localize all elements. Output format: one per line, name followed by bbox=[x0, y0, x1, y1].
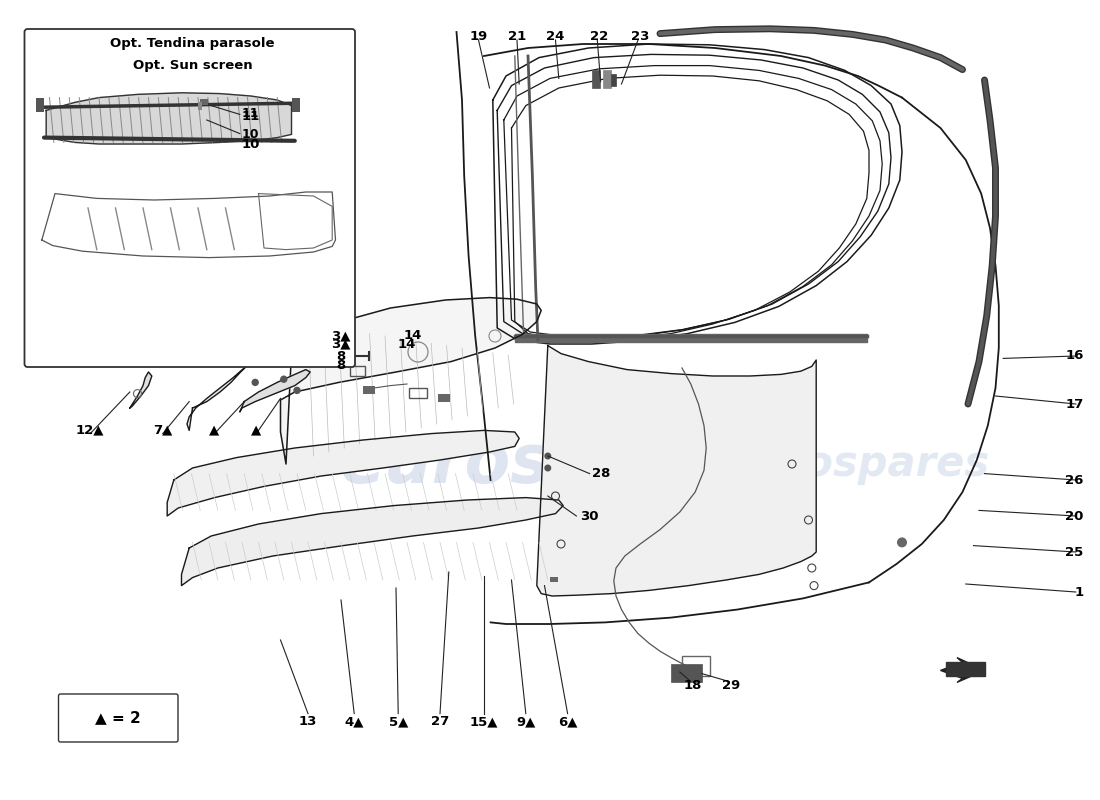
FancyBboxPatch shape bbox=[24, 29, 355, 367]
Text: 21: 21 bbox=[508, 30, 526, 42]
Text: 23: 23 bbox=[631, 30, 649, 42]
Text: 8: 8 bbox=[337, 350, 345, 363]
Circle shape bbox=[294, 387, 300, 394]
Text: 16: 16 bbox=[1065, 350, 1084, 362]
Text: 1: 1 bbox=[1075, 586, 1084, 598]
Text: ▲: ▲ bbox=[251, 423, 262, 436]
Circle shape bbox=[252, 379, 258, 386]
Text: 6▲: 6▲ bbox=[558, 715, 578, 728]
Polygon shape bbox=[946, 662, 984, 676]
Bar bbox=[36, 98, 44, 112]
Circle shape bbox=[544, 453, 551, 459]
Bar bbox=[671, 664, 702, 682]
Polygon shape bbox=[182, 498, 563, 586]
Text: 3▲: 3▲ bbox=[331, 330, 351, 342]
Text: ▲ = 2: ▲ = 2 bbox=[96, 710, 141, 726]
Text: 27: 27 bbox=[431, 715, 449, 728]
Bar bbox=[198, 102, 202, 110]
Polygon shape bbox=[537, 346, 816, 596]
Bar bbox=[363, 386, 375, 394]
Text: 30: 30 bbox=[580, 510, 598, 522]
Text: 9▲: 9▲ bbox=[516, 715, 536, 728]
Text: Opt. Tendina parasole: Opt. Tendina parasole bbox=[110, 38, 275, 50]
Text: 5▲: 5▲ bbox=[388, 715, 408, 728]
Circle shape bbox=[544, 465, 551, 471]
Text: 4▲: 4▲ bbox=[344, 715, 364, 728]
Text: eurospares: eurospares bbox=[726, 443, 990, 485]
Text: 14: 14 bbox=[404, 330, 421, 342]
Text: 3▲: 3▲ bbox=[331, 338, 351, 350]
Polygon shape bbox=[167, 430, 519, 516]
Bar bbox=[610, 74, 616, 86]
Text: 17: 17 bbox=[1065, 398, 1084, 410]
Circle shape bbox=[896, 538, 907, 547]
Bar bbox=[682, 656, 710, 676]
Bar bbox=[438, 394, 450, 402]
Text: 10: 10 bbox=[242, 128, 260, 141]
Text: 18: 18 bbox=[684, 679, 702, 692]
Text: eurospares: eurospares bbox=[339, 431, 761, 497]
Bar bbox=[592, 70, 600, 88]
Text: 26: 26 bbox=[1065, 474, 1084, 486]
Bar bbox=[603, 70, 611, 88]
Bar bbox=[409, 388, 427, 398]
Text: 12▲: 12▲ bbox=[76, 423, 104, 436]
Polygon shape bbox=[187, 360, 253, 430]
Text: 22: 22 bbox=[591, 30, 608, 42]
Text: 29: 29 bbox=[723, 679, 740, 692]
Text: 28: 28 bbox=[592, 467, 611, 480]
Polygon shape bbox=[240, 370, 310, 412]
Circle shape bbox=[280, 376, 287, 382]
Polygon shape bbox=[130, 372, 152, 408]
Text: 13: 13 bbox=[299, 715, 317, 728]
Polygon shape bbox=[940, 658, 984, 682]
Text: 24: 24 bbox=[547, 30, 564, 42]
Text: 10: 10 bbox=[242, 138, 261, 150]
Bar bbox=[550, 578, 558, 582]
Text: 8: 8 bbox=[337, 359, 345, 372]
Polygon shape bbox=[46, 93, 292, 144]
Bar bbox=[350, 366, 365, 376]
Bar bbox=[200, 98, 208, 105]
Text: Opt. Sun screen: Opt. Sun screen bbox=[133, 59, 252, 72]
Text: 25: 25 bbox=[1065, 546, 1084, 558]
Text: 7▲: 7▲ bbox=[153, 423, 173, 436]
Text: 19: 19 bbox=[470, 30, 487, 42]
Text: 14: 14 bbox=[398, 338, 416, 350]
Text: ▲: ▲ bbox=[209, 423, 220, 436]
Text: 20: 20 bbox=[1065, 510, 1084, 522]
Polygon shape bbox=[280, 298, 541, 464]
Text: 15▲: 15▲ bbox=[470, 715, 498, 728]
Text: 11: 11 bbox=[242, 107, 260, 120]
Text: 11: 11 bbox=[242, 110, 261, 122]
Bar bbox=[292, 98, 299, 112]
FancyBboxPatch shape bbox=[58, 694, 178, 742]
